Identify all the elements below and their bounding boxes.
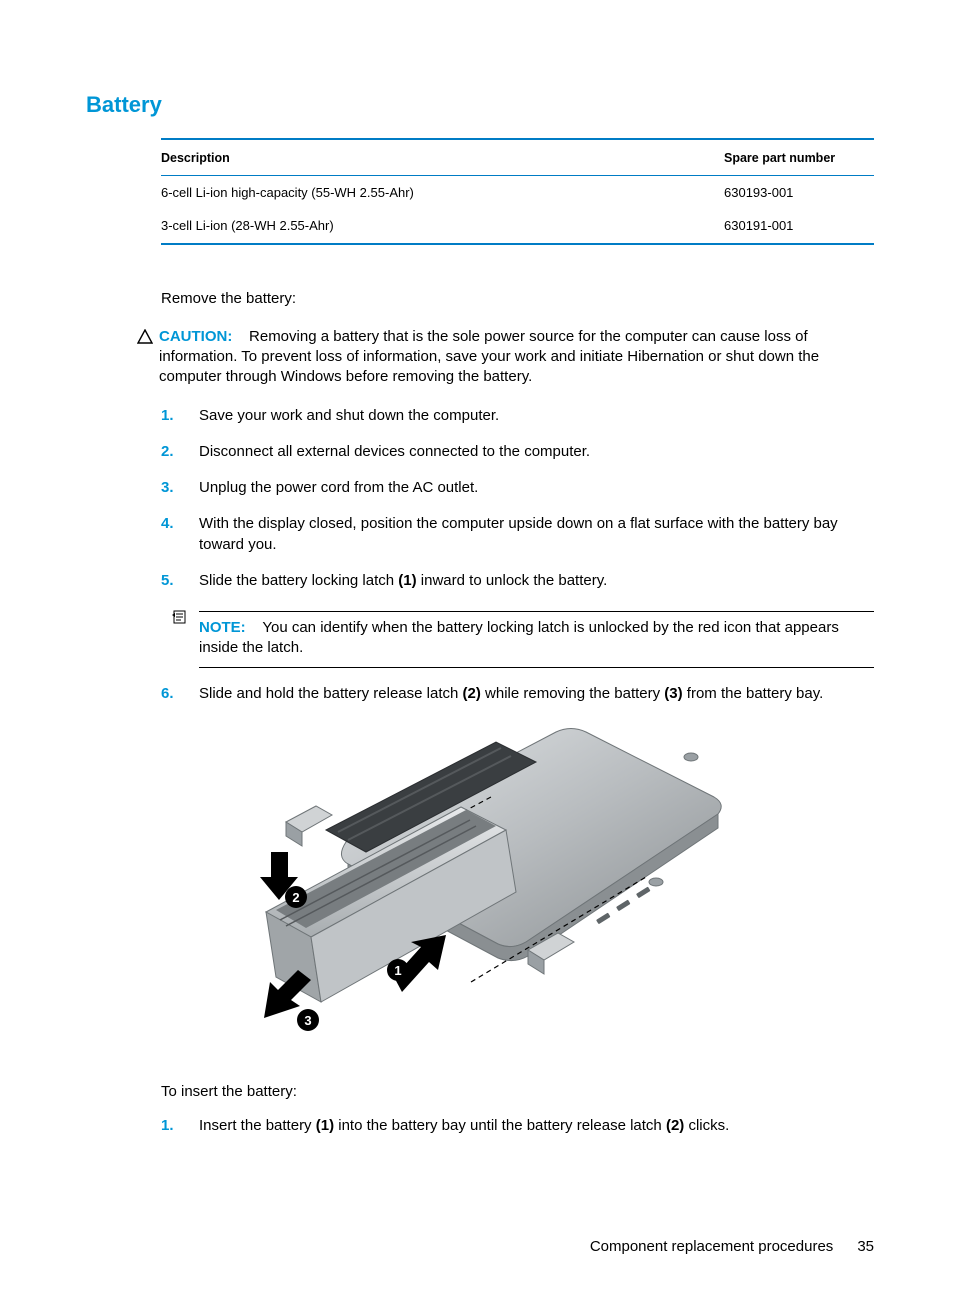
step-text: Insert the battery (1) into the battery …: [199, 1116, 874, 1136]
cell-description: 3-cell Li-ion (28-WH 2.55-Ahr): [161, 217, 724, 235]
col-header-description: Description: [161, 150, 724, 167]
list-item: 1. Save your work and shut down the comp…: [161, 406, 874, 426]
battery-figure: 1 2 3: [236, 722, 874, 1058]
callout-3: 3: [304, 1013, 311, 1028]
cell-spn: 630193-001: [724, 184, 874, 202]
step-number: 6.: [161, 684, 199, 704]
step-text: Slide and hold the battery release latch…: [199, 684, 874, 704]
step-text: Slide the battery locking latch (1) inwa…: [199, 571, 874, 591]
step-number: 3.: [161, 478, 199, 498]
list-item: 6. Slide and hold the battery release la…: [161, 684, 874, 704]
step-number: 1.: [161, 1116, 199, 1136]
note-label: NOTE:: [199, 619, 246, 636]
remove-steps: 1. Save your work and shut down the comp…: [161, 406, 874, 592]
step-text: Disconnect all external devices connecte…: [199, 442, 874, 462]
cell-description: 6-cell Li-ion high-capacity (55-WH 2.55-…: [161, 184, 724, 202]
note-spacer: [250, 619, 263, 636]
remove-step-6: 6. Slide and hold the battery release la…: [161, 684, 874, 704]
list-item: 1. Insert the battery (1) into the batte…: [161, 1116, 874, 1136]
callout-1: 1: [394, 963, 401, 978]
cell-spn: 630191-001: [724, 217, 874, 235]
note-text: You can identify when the battery lockin…: [199, 619, 839, 656]
list-item: 2. Disconnect all external devices conne…: [161, 442, 874, 462]
caution-text-content: Removing a battery that is the sole powe…: [159, 328, 819, 386]
section-title: Battery: [86, 90, 874, 120]
insert-steps: 1. Insert the battery (1) into the batte…: [161, 1116, 874, 1136]
step-text: With the display closed, position the co…: [199, 514, 874, 555]
note-body: NOTE: You can identify when the battery …: [199, 611, 874, 668]
list-item: 4. With the display closed, position the…: [161, 514, 874, 555]
step-text: Save your work and shut down the compute…: [199, 406, 874, 426]
caution-label: CAUTION:: [159, 328, 232, 345]
table-header-row: Description Spare part number: [161, 140, 874, 176]
table-row: 6-cell Li-ion high-capacity (55-WH 2.55-…: [161, 176, 874, 210]
callout-2: 2: [292, 890, 299, 905]
caution-callout: CAUTION: Removing a battery that is the …: [131, 327, 874, 388]
page-footer: Component replacement procedures 35: [86, 1237, 874, 1257]
step-number: 4.: [161, 514, 199, 534]
note-callout: NOTE: You can identify when the battery …: [161, 607, 874, 668]
parts-table: Description Spare part number 6-cell Li-…: [161, 138, 874, 245]
caution-text: [237, 328, 250, 345]
insert-intro: To insert the battery:: [161, 1082, 874, 1102]
note-icon: [161, 607, 199, 668]
step-text: Unplug the power cord from the AC outlet…: [199, 478, 874, 498]
table-row: 3-cell Li-ion (28-WH 2.55-Ahr) 630191-00…: [161, 209, 874, 243]
remove-intro: Remove the battery:: [161, 289, 874, 309]
step-number: 5.: [161, 571, 199, 591]
footer-section: Component replacement procedures: [590, 1237, 833, 1257]
page-number: 35: [857, 1237, 874, 1257]
caution-icon: [131, 327, 159, 344]
col-header-spn: Spare part number: [724, 150, 874, 167]
list-item: 3. Unplug the power cord from the AC out…: [161, 478, 874, 498]
list-item: 5. Slide the battery locking latch (1) i…: [161, 571, 874, 591]
caution-body: CAUTION: Removing a battery that is the …: [159, 327, 874, 388]
step-number: 2.: [161, 442, 199, 462]
step-number: 1.: [161, 406, 199, 426]
